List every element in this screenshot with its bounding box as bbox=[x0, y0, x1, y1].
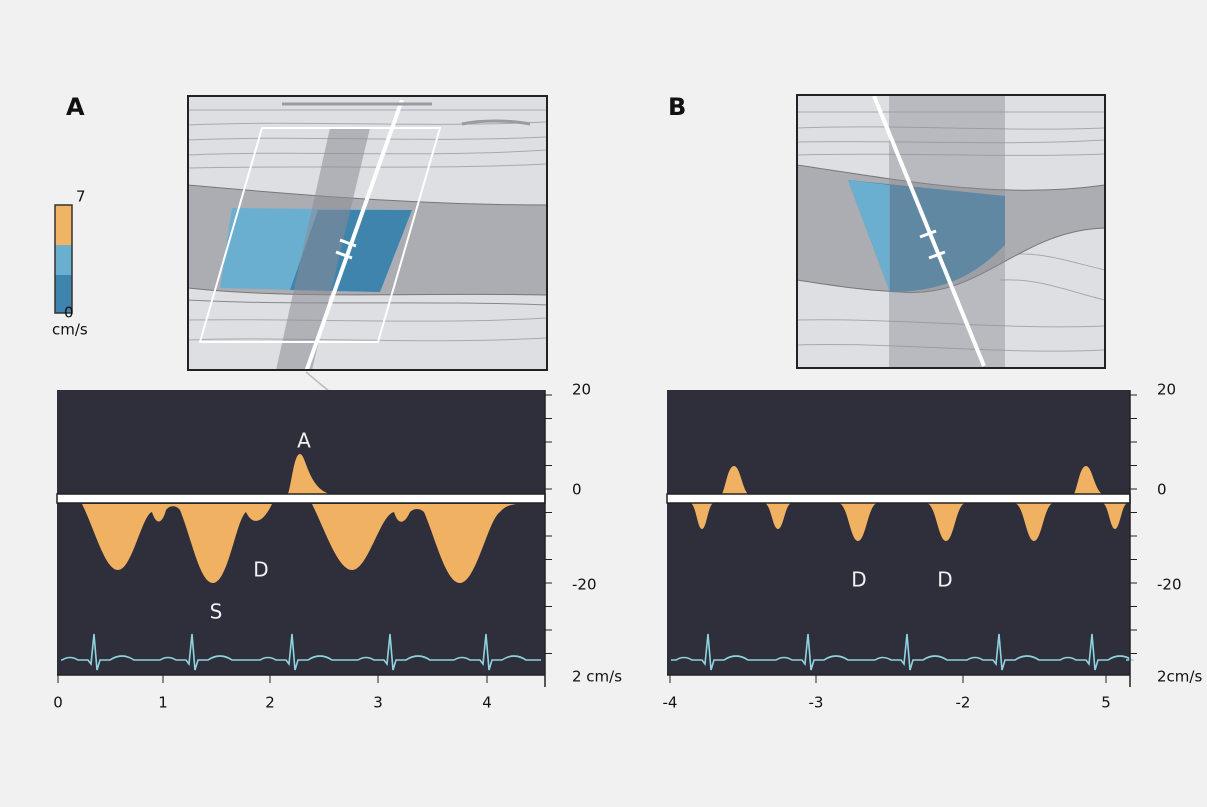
figure: A B 7 0 cm/s bbox=[0, 0, 1207, 807]
scale-label: 2cm/s bbox=[1157, 668, 1202, 686]
baseline bbox=[667, 494, 1130, 503]
color-bar-max: 7 bbox=[76, 188, 86, 206]
y-tick-label: -20 bbox=[572, 576, 597, 594]
waveform-annotation: D bbox=[937, 568, 952, 592]
y-tick-label: 20 bbox=[1157, 381, 1176, 399]
waveform-annotation: D bbox=[851, 568, 866, 592]
y-tick-label: 0 bbox=[1157, 481, 1167, 499]
x-tick-label: 0 bbox=[53, 694, 63, 712]
waveform-annotation: A bbox=[297, 429, 311, 453]
x-tick-label: -3 bbox=[809, 694, 824, 712]
y-tick-label: -20 bbox=[1157, 576, 1182, 594]
waveform-annotation: D bbox=[253, 558, 268, 582]
scale-label: 2 cm/s bbox=[572, 668, 622, 686]
x-tick-label: 1 bbox=[158, 694, 168, 712]
y-tick-label: 20 bbox=[572, 381, 591, 399]
x-tick-label: 4 bbox=[482, 694, 492, 712]
spectrum-background bbox=[667, 390, 1130, 675]
panel-label: A bbox=[66, 93, 85, 121]
waveform-annotation: S bbox=[210, 600, 223, 624]
color-bar-min: 0 bbox=[64, 304, 74, 322]
ultrasound-image-b bbox=[797, 95, 1105, 368]
panel-label: B bbox=[668, 93, 686, 121]
ultrasound-image-a bbox=[188, 96, 547, 392]
baseline bbox=[57, 494, 545, 503]
x-tick-label: 2 bbox=[265, 694, 275, 712]
color-bar-unit: cm/s bbox=[52, 321, 88, 339]
x-tick-label: 3 bbox=[373, 694, 383, 712]
x-tick-label: -2 bbox=[956, 694, 971, 712]
color-bar bbox=[55, 205, 72, 313]
x-tick-label: -4 bbox=[663, 694, 678, 712]
x-tick-label: 5 bbox=[1101, 694, 1111, 712]
y-tick-label: 0 bbox=[572, 481, 582, 499]
